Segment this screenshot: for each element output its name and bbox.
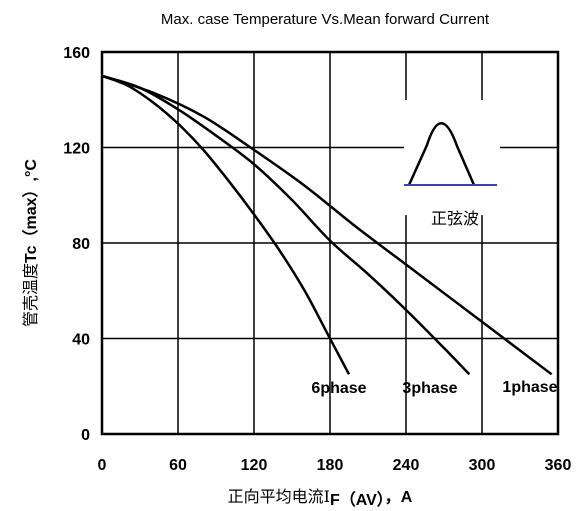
series-label-3phase: 3phase	[402, 380, 457, 397]
y-tick-label: 0	[81, 427, 90, 444]
series-label-1phase: 1phase	[502, 379, 557, 396]
sine-pulse-icon	[407, 122, 476, 186]
x-tick-label: 240	[393, 457, 420, 474]
x-axis-ticks: 0 60 120 180 240 300 360	[98, 457, 572, 474]
y-tick-label: 80	[72, 236, 90, 253]
chart-title: Max. case Temperature Vs.Mean forward Cu…	[161, 11, 490, 28]
x-tick-label: 300	[469, 457, 496, 474]
x-tick-label: 360	[545, 457, 572, 474]
y-tick-label: 120	[63, 141, 90, 158]
series-line-1phase	[101, 74, 553, 376]
series-lines	[101, 74, 553, 376]
x-tick-label: 120	[241, 457, 268, 474]
x-axis-label: 正向平均电流IF（AV），A	[228, 487, 413, 509]
y-axis-label: 管壳温度Tc（max）,°C	[21, 159, 40, 327]
y-tick-label: 40	[72, 332, 90, 349]
y-axis-ticks: 0 40 80 120 160	[63, 45, 90, 444]
inset-background	[404, 100, 500, 215]
x-tick-label: 0	[98, 457, 107, 474]
series-label-6phase: 6phase	[311, 380, 366, 397]
series-line-6phase	[101, 74, 351, 375]
series-line-3phase	[101, 74, 471, 376]
x-tick-label: 60	[169, 457, 187, 474]
inset-label: 正弦波	[431, 209, 479, 228]
plot-frame	[100, 50, 560, 436]
y-tick-label: 160	[63, 45, 90, 62]
x-tick-label: 180	[317, 457, 344, 474]
